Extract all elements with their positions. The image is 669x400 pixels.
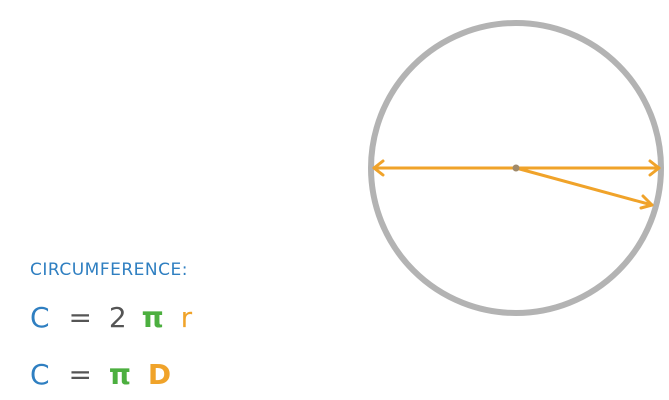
formula-two-pi-r: C = 2 π r xyxy=(30,300,192,336)
formula-symbol-c: C xyxy=(30,358,50,391)
formula-number-two: 2 xyxy=(108,301,127,334)
circumference-heading: CIRCUMFERENCE: xyxy=(30,260,188,280)
formula-symbol-pi: π xyxy=(141,301,164,334)
formula-equals-sign: = xyxy=(68,301,92,334)
formula-symbol-d: D xyxy=(147,358,172,391)
circumference-circle xyxy=(368,20,664,316)
formula-pi-d: C = π D xyxy=(30,357,171,393)
formula-symbol-c: C xyxy=(30,301,50,334)
diameter-arrowhead-left xyxy=(372,159,385,177)
center-point xyxy=(512,164,520,172)
diameter-arrowhead-right xyxy=(648,159,661,177)
radius-arrowhead xyxy=(639,194,654,210)
radius-arrow xyxy=(514,166,654,210)
formula-equals-sign: = xyxy=(68,358,92,391)
formula-symbol-r: r xyxy=(180,301,193,334)
radius-line xyxy=(514,166,654,207)
formula-symbol-pi: π xyxy=(108,358,131,391)
